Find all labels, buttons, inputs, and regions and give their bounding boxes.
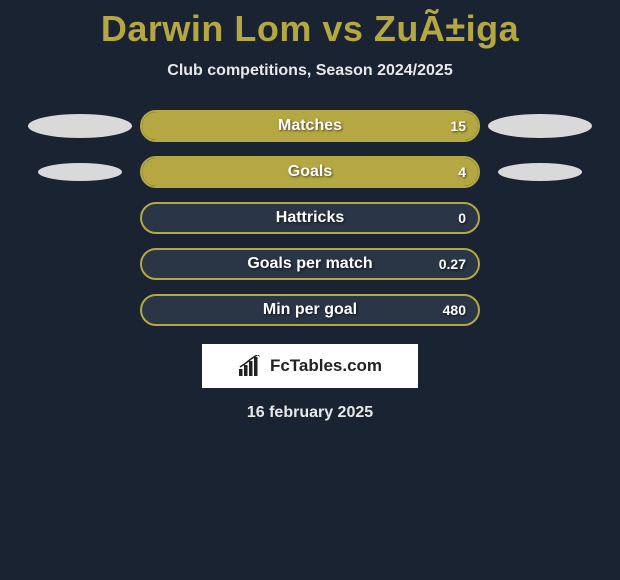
stat-bar: Matches 15	[140, 110, 480, 142]
branding-text: FcTables.com	[270, 356, 382, 376]
ellipse-icon	[28, 114, 132, 138]
stat-bar: Hattricks 0	[140, 202, 480, 234]
stat-value: 0	[458, 210, 466, 226]
stat-label: Goals per match	[247, 255, 372, 273]
stat-label: Goals	[288, 163, 332, 181]
stat-label: Hattricks	[276, 209, 344, 227]
page-title: Darwin Lom vs ZuÃ±iga	[0, 8, 620, 50]
stat-row: Goals per match 0.27	[0, 248, 620, 280]
stat-row: Matches 15	[0, 110, 620, 142]
right-indicator	[480, 114, 600, 138]
footer-date: 16 february 2025	[0, 404, 620, 422]
left-indicator	[20, 114, 140, 138]
stat-label: Matches	[278, 117, 342, 135]
stat-row: Goals 4	[0, 156, 620, 188]
stat-bar: Goals per match 0.27	[140, 248, 480, 280]
stat-row: Min per goal 480	[0, 294, 620, 326]
ellipse-icon	[498, 163, 582, 181]
stat-label: Min per goal	[263, 301, 357, 319]
page-subtitle: Club competitions, Season 2024/2025	[0, 62, 620, 80]
left-indicator	[20, 163, 140, 181]
branding-box: FcTables.com	[202, 344, 418, 388]
stat-row: Hattricks 0	[0, 202, 620, 234]
ellipse-icon	[488, 114, 592, 138]
stat-value: 4	[458, 164, 466, 180]
right-indicator	[480, 163, 600, 181]
stat-value: 15	[450, 118, 466, 134]
stat-bar: Goals 4	[140, 156, 480, 188]
stat-bar: Min per goal 480	[140, 294, 480, 326]
stats-rows: Matches 15 Goals 4 Hattricks 0 Goals per match…	[0, 110, 620, 326]
ellipse-icon	[38, 163, 122, 181]
stat-value: 0.27	[439, 256, 466, 272]
stats-card: Darwin Lom vs ZuÃ±iga Club competitions,…	[0, 0, 620, 422]
stat-value: 480	[443, 302, 466, 318]
fctables-logo-icon	[238, 355, 264, 377]
